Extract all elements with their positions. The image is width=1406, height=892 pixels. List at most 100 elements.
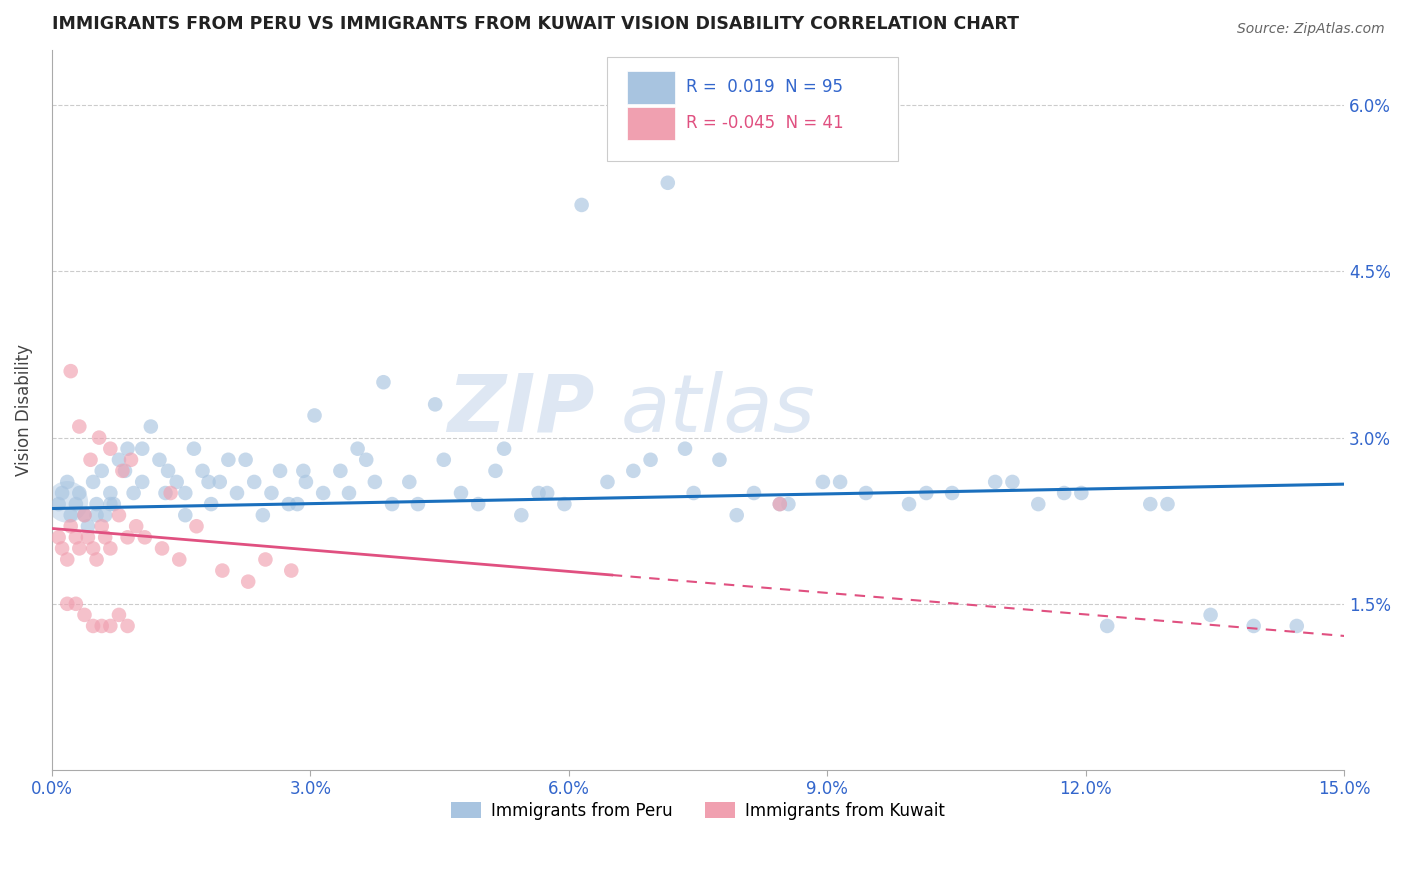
FancyBboxPatch shape [627, 70, 675, 103]
Point [48, 530, 70, 544]
Point [941, 486, 963, 500]
Point [778, 497, 800, 511]
Point [252, 508, 274, 523]
Point [73, 607, 96, 622]
Point [295, 475, 318, 489]
Point [398, 475, 420, 489]
Point [108, 452, 131, 467]
Point [354, 452, 377, 467]
Point [1053, 486, 1076, 500]
Point [553, 497, 575, 511]
Text: R = -0.045  N = 41: R = -0.045 N = 41 [686, 114, 844, 132]
Point [346, 442, 368, 456]
Point [682, 486, 704, 500]
Point [98, 486, 121, 500]
Point [150, 541, 173, 556]
Point [898, 497, 921, 511]
Point [117, 530, 139, 544]
Point [657, 176, 679, 190]
Point [131, 442, 153, 456]
Point [235, 452, 257, 467]
Point [277, 497, 299, 511]
Point [59, 519, 82, 533]
Point [90, 619, 112, 633]
Point [51, 541, 73, 556]
Point [122, 486, 145, 500]
Point [1070, 486, 1092, 500]
Point [312, 486, 335, 500]
Point [304, 409, 326, 423]
Point [725, 508, 748, 523]
Point [536, 486, 558, 500]
Point [108, 607, 131, 622]
Text: R =  0.019  N = 95: R = 0.019 N = 95 [686, 78, 844, 96]
Point [467, 497, 489, 511]
Point [596, 475, 619, 489]
Point [364, 475, 387, 489]
Point [571, 198, 593, 212]
Point [191, 464, 214, 478]
Text: atlas: atlas [620, 371, 815, 449]
Point [238, 574, 260, 589]
Y-axis label: Vision Disability: Vision Disability [15, 344, 32, 476]
Point [510, 508, 533, 523]
Text: IMMIGRANTS FROM PERU VS IMMIGRANTS FROM KUWAIT VISION DISABILITY CORRELATION CHA: IMMIGRANTS FROM PERU VS IMMIGRANTS FROM … [52, 15, 1019, 33]
Point [59, 364, 82, 378]
Point [174, 508, 197, 523]
Point [77, 530, 100, 544]
Point [1199, 607, 1222, 622]
Point [243, 475, 266, 489]
Point [117, 442, 139, 456]
Point [98, 541, 121, 556]
Point [65, 597, 87, 611]
Point [67, 541, 90, 556]
Point [433, 452, 456, 467]
Point [73, 508, 96, 523]
Point [98, 442, 121, 456]
Point [90, 464, 112, 478]
Point [484, 464, 506, 478]
Point [337, 486, 360, 500]
Point [86, 552, 108, 566]
Point [200, 497, 222, 511]
Point [166, 475, 188, 489]
Point [292, 464, 315, 478]
Point [73, 508, 96, 523]
Point [811, 475, 834, 489]
Point [98, 619, 121, 633]
FancyBboxPatch shape [627, 107, 675, 140]
Point [269, 464, 291, 478]
Point [131, 475, 153, 489]
Point [673, 442, 696, 456]
Point [82, 475, 104, 489]
Text: ZIP: ZIP [447, 371, 595, 449]
Point [65, 530, 87, 544]
Point [86, 508, 108, 523]
Point [742, 486, 765, 500]
Point [82, 619, 104, 633]
Point [51, 486, 73, 500]
Point [157, 464, 180, 478]
Point [117, 619, 139, 633]
Point [79, 452, 101, 467]
Point [120, 452, 142, 467]
Point [1243, 619, 1265, 633]
Point [67, 419, 90, 434]
Point [98, 497, 121, 511]
Point [125, 519, 148, 533]
Point [373, 375, 395, 389]
Point [830, 475, 852, 489]
Point [94, 530, 117, 544]
Point [1001, 475, 1024, 489]
FancyBboxPatch shape [607, 57, 898, 161]
Point [769, 497, 792, 511]
Point [329, 464, 352, 478]
Point [183, 442, 205, 456]
Point [1285, 619, 1308, 633]
Point [855, 486, 877, 500]
Point [640, 452, 662, 467]
Point [108, 508, 131, 523]
Point [134, 530, 156, 544]
Point [280, 564, 302, 578]
Point [186, 519, 208, 533]
